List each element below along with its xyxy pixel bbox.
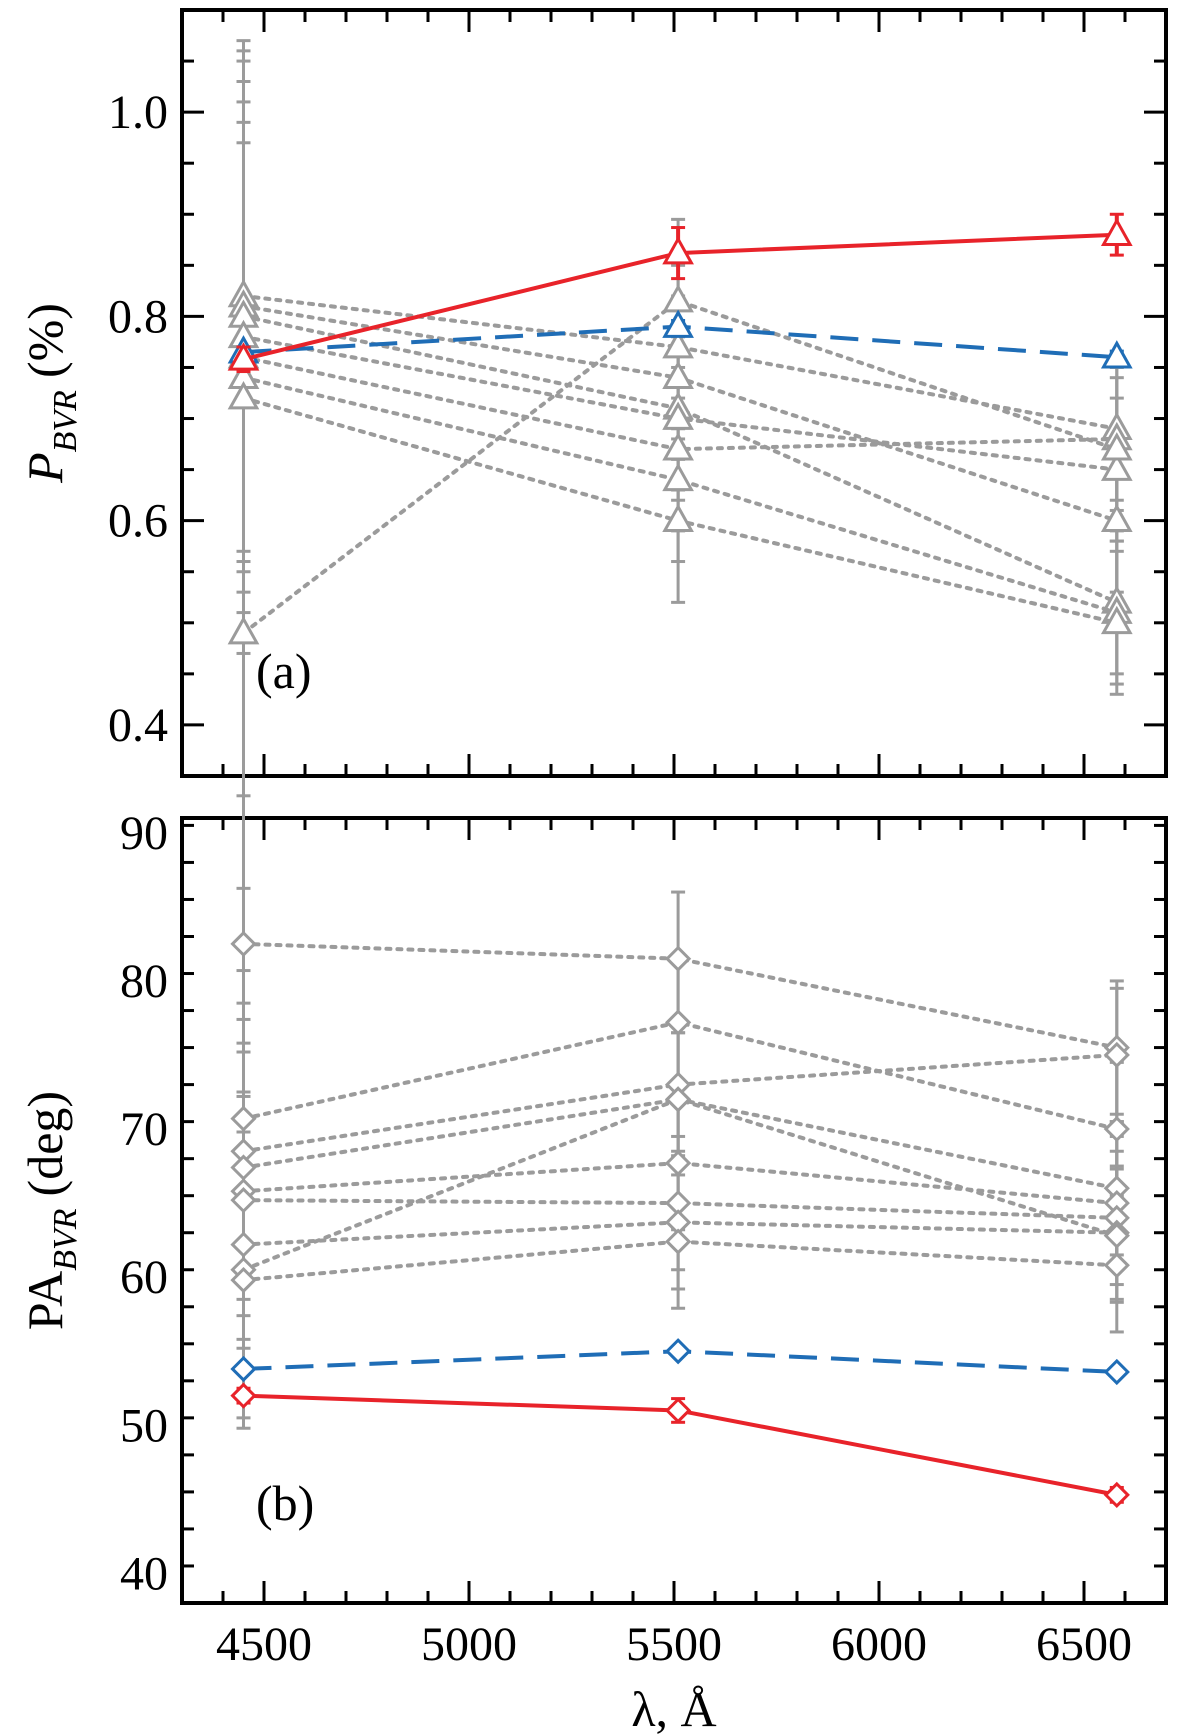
- y-axis-title-unit: (deg): [17, 1091, 73, 1197]
- gray-point: [230, 1266, 257, 1294]
- gray-point: [664, 945, 692, 972]
- gray-point: [1103, 1041, 1130, 1069]
- gray-series-line: [241, 1220, 1119, 1247]
- gray-series-line: [241, 293, 1119, 431]
- gray-point: [1103, 1252, 1130, 1279]
- gray-point: [662, 401, 694, 430]
- y-axis-title-unit: (%): [17, 303, 73, 378]
- y-tick-label: 1.0: [108, 86, 168, 139]
- blue-point: [664, 1338, 692, 1365]
- panel-label: (a): [256, 643, 312, 699]
- gray-point: [662, 432, 694, 461]
- x-tick-label: 6000: [831, 1618, 927, 1671]
- red-point: [227, 342, 260, 371]
- gray-point: [1103, 1222, 1130, 1249]
- gray-point: [1100, 503, 1133, 532]
- y-axis-title-sub: BVR: [47, 1208, 84, 1271]
- gray-point: [230, 1187, 257, 1214]
- x-tick-label: 4500: [216, 1618, 312, 1671]
- gray-series-line: [241, 1239, 1119, 1283]
- y-axis-title: PBVR (%): [17, 303, 84, 484]
- y-tick-label: 60: [120, 1251, 168, 1304]
- x-axis-title: λ, Å: [631, 1681, 716, 1736]
- gray-point: [662, 329, 694, 359]
- x-tick-label: 6500: [1036, 1618, 1132, 1671]
- y-axis-title-main: PA: [17, 1271, 73, 1330]
- y-tick-label: 80: [120, 955, 168, 1008]
- gray-point: [664, 1228, 692, 1255]
- gray-point: [230, 1105, 257, 1132]
- y-tick-label: 0.4: [108, 699, 168, 752]
- gray-point: [227, 615, 260, 645]
- y-tick-label: 90: [120, 807, 168, 860]
- red-point: [664, 1397, 692, 1424]
- gray-point: [662, 503, 694, 532]
- y-tick-label: 0.6: [108, 495, 168, 548]
- gray-series-line: [241, 375, 1119, 615]
- red-point: [1100, 217, 1133, 246]
- gray-point: [664, 1086, 692, 1113]
- gray-point: [230, 1154, 257, 1181]
- blue-point: [230, 1355, 257, 1383]
- y-tick-label: 40: [120, 1547, 168, 1600]
- panel-label: (b): [256, 1475, 314, 1531]
- y-axis-title: PABVR (deg): [17, 1091, 84, 1330]
- gray-point: [664, 1009, 692, 1036]
- blue-point: [1100, 340, 1133, 369]
- gray-point: [230, 1231, 257, 1258]
- gray-point: [1100, 452, 1133, 481]
- red-point: [230, 1382, 257, 1409]
- gray-point: [662, 462, 694, 492]
- blue-point: [1103, 1358, 1130, 1386]
- gray-point: [230, 930, 257, 958]
- y-tick-label: 50: [120, 1399, 168, 1452]
- blue-point: [662, 309, 694, 338]
- gray-point: [664, 1149, 692, 1177]
- gray-point: [1100, 605, 1133, 635]
- y-tick-label: 70: [120, 1103, 168, 1156]
- plot-frame: [180, 8, 1168, 778]
- gray-point: [227, 381, 260, 410]
- x-axis: 4500 5000 5500 6000 6500 λ, Å: [216, 1618, 1132, 1736]
- y-axis-title-main: P: [17, 452, 73, 484]
- gray-point: [662, 360, 694, 389]
- gray-point: [662, 284, 694, 313]
- x-tick-label: 5500: [626, 1618, 722, 1671]
- x-tick-label: 5000: [421, 1618, 517, 1671]
- panel-b: 40 50 60 70 80 90 PABVR (deg) (b): [17, 794, 1168, 1605]
- y-axis-title-sub: BVR: [47, 390, 84, 453]
- red-point: [662, 236, 694, 265]
- panel-a: 0.4 0.6 0.8 1.0 PBVR (%) (a): [17, 8, 1168, 890]
- gray-point: [1103, 1115, 1130, 1143]
- y-tick-label: 0.8: [108, 290, 168, 343]
- red-point: [1103, 1481, 1130, 1508]
- gray-point: [1100, 432, 1133, 461]
